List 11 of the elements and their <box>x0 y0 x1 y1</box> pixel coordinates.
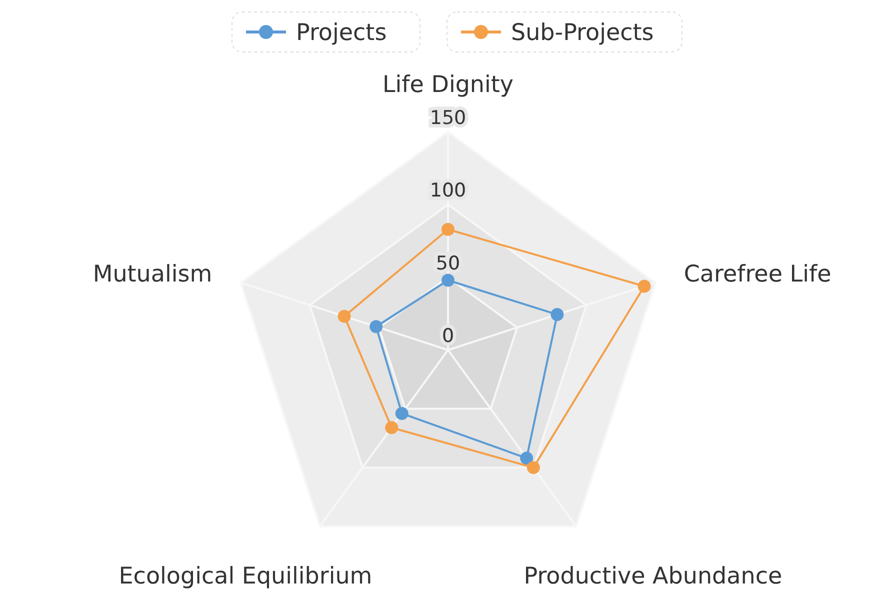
y-tick-label: 0 <box>442 325 454 347</box>
spoke-label: Productive Abundance <box>524 564 782 590</box>
y-tick-label: 100 <box>430 180 466 202</box>
y-tick-label: 50 <box>436 252 460 274</box>
legend-label: Sub-Projects <box>511 20 654 46</box>
spoke-label: Life Dignity <box>382 72 514 98</box>
y-tick-label: 150 <box>430 107 466 129</box>
legend-label: Projects <box>296 20 387 46</box>
spoke-label: Mutualism <box>92 261 212 288</box>
spoke-label: Carefree Life <box>684 261 832 288</box>
spoke-label: Ecological Equilibrium <box>118 564 372 590</box>
